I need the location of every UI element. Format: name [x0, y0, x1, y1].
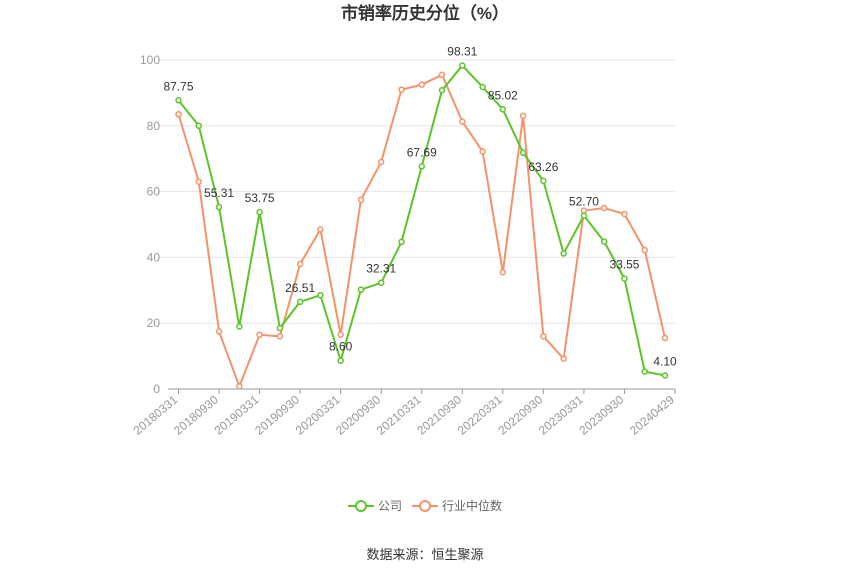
data-labels: 87.75 55.31 53.75 26.51 8.60 32.31 67.69 98.31 8… — [163, 45, 677, 369]
data-point[interactable] — [337, 331, 344, 338]
data-point[interactable] — [398, 86, 405, 93]
y-axis: 0 20 40 60 80 100 — [140, 53, 160, 396]
data-point[interactable] — [641, 246, 648, 254]
x-axis: 2018033120180930201903312019093020200331… — [131, 388, 677, 438]
data-point[interactable] — [540, 333, 547, 340]
data-point[interactable] — [499, 106, 507, 113]
data-label: 26.51 — [285, 281, 315, 295]
data-point[interactable] — [357, 196, 365, 204]
data-point[interactable] — [317, 226, 324, 233]
data-label: 52.70 — [569, 195, 599, 209]
data-point[interactable] — [519, 112, 527, 120]
data-source: 数据来源：恒生聚源 — [366, 547, 483, 562]
data-point[interactable] — [195, 122, 203, 130]
data-point[interactable] — [418, 81, 425, 88]
grid — [158, 59, 675, 324]
data-point[interactable] — [661, 372, 669, 379]
data-point[interactable] — [357, 286, 365, 293]
data-point[interactable] — [580, 212, 588, 219]
data-label: 32.31 — [366, 262, 396, 276]
data-point[interactable] — [418, 163, 425, 170]
data-point[interactable] — [377, 279, 385, 286]
series-layer — [175, 62, 669, 390]
data-point[interactable] — [479, 83, 486, 91]
y-tick-label: 60 — [147, 185, 161, 199]
data-point[interactable] — [256, 331, 263, 338]
series-company — [175, 62, 669, 379]
data-label: 55.31 — [204, 186, 234, 200]
data-point[interactable] — [560, 355, 567, 362]
data-point[interactable] — [438, 87, 446, 94]
data-point[interactable] — [438, 71, 446, 79]
data-point[interactable] — [175, 111, 182, 118]
series-industry-median — [175, 71, 669, 390]
legend[interactable]: 公司 行业中位数 — [348, 498, 502, 513]
y-tick-label: 0 — [153, 382, 160, 396]
y-tick-label: 40 — [147, 250, 161, 264]
data-label: 4.10 — [653, 355, 677, 369]
data-point[interactable] — [600, 204, 608, 212]
data-point[interactable] — [540, 177, 547, 185]
data-point[interactable] — [519, 149, 527, 157]
y-tick-label: 20 — [147, 316, 161, 330]
legend-item-industry-median[interactable]: 行业中位数 — [412, 498, 502, 513]
legend-label-company: 公司 — [378, 499, 402, 513]
data-point[interactable] — [276, 333, 284, 340]
data-point[interactable] — [236, 383, 243, 390]
data-label: 98.31 — [447, 45, 477, 59]
data-point[interactable] — [317, 291, 324, 299]
legend-label-industry-median: 行业中位数 — [442, 498, 502, 513]
data-point[interactable] — [296, 298, 304, 306]
data-label: 8.60 — [329, 340, 353, 354]
data-label: 53.75 — [245, 191, 275, 205]
data-label: 85.02 — [488, 88, 518, 102]
data-point[interactable] — [459, 62, 466, 69]
data-label: 67.69 — [407, 145, 437, 159]
data-point[interactable] — [621, 275, 628, 282]
legend-item-company[interactable]: 公司 — [348, 499, 402, 513]
data-point[interactable] — [215, 328, 223, 335]
data-point[interactable] — [459, 118, 466, 125]
data-point[interactable] — [215, 203, 223, 211]
y-tick-label: 100 — [140, 53, 160, 67]
data-point[interactable] — [276, 324, 284, 332]
series-line — [177, 64, 666, 377]
legend-marker-company — [355, 500, 367, 512]
data-point[interactable] — [337, 357, 344, 364]
data-label: 87.75 — [163, 79, 193, 93]
data-point[interactable] — [661, 334, 669, 342]
x-tick-label: 20230930 — [576, 392, 626, 437]
data-point[interactable] — [641, 368, 648, 375]
legend-marker-industry-median — [419, 500, 431, 512]
data-label: 33.55 — [609, 258, 639, 272]
data-point[interactable] — [499, 268, 507, 276]
x-tick-label: 20240429 — [627, 392, 677, 437]
data-point[interactable] — [256, 208, 263, 216]
data-point[interactable] — [600, 238, 608, 245]
data-point[interactable] — [195, 178, 203, 185]
data-point[interactable] — [398, 238, 405, 246]
data-point[interactable] — [175, 97, 182, 104]
data-point[interactable] — [377, 158, 385, 166]
data-point[interactable] — [236, 323, 243, 330]
y-tick-label: 80 — [147, 119, 161, 133]
data-point[interactable] — [560, 250, 567, 257]
chart-title: 市销率历史分位（%） — [341, 3, 509, 23]
data-point[interactable] — [621, 210, 628, 218]
data-label: 63.26 — [528, 160, 558, 174]
data-point[interactable] — [296, 260, 304, 268]
data-point[interactable] — [479, 148, 486, 155]
series-line — [177, 73, 666, 388]
